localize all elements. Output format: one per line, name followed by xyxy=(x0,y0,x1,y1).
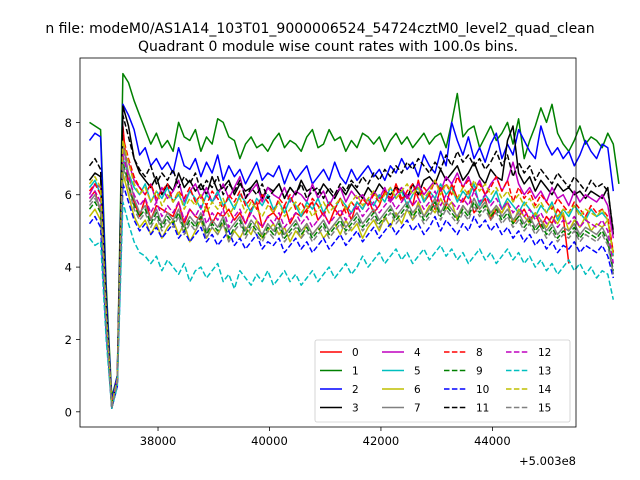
legend-box xyxy=(314,339,571,423)
series-line-15 xyxy=(88,165,615,409)
legend-label: 13 xyxy=(538,366,551,378)
chart-title: Quadrant 0 module wise count rates with … xyxy=(138,39,518,55)
series-line-1 xyxy=(89,72,620,399)
y-tick-label: 6 xyxy=(65,188,72,202)
legend-label: 11 xyxy=(476,403,489,415)
legend-label: 3 xyxy=(352,403,359,415)
y-tick-label: 0 xyxy=(65,405,72,419)
series-line-10 xyxy=(88,183,615,409)
series-line-11 xyxy=(88,114,615,406)
legend-label: 5 xyxy=(414,366,421,378)
legend-label: 4 xyxy=(414,347,421,359)
figure-suptitle: n file: modeM0/AS1A14_103T01_9000006524_… xyxy=(45,21,594,37)
legend-label: 14 xyxy=(538,384,552,396)
y-tick-label: 2 xyxy=(65,333,72,347)
legend-label: 2 xyxy=(352,384,359,396)
series-line-7 xyxy=(88,143,615,409)
x-tick-label: 38000 xyxy=(140,434,177,448)
legend-label: 1 xyxy=(352,366,359,378)
legend-label: 12 xyxy=(538,347,551,359)
legend-label: 7 xyxy=(414,403,421,415)
legend-label: 10 xyxy=(476,384,489,396)
plot-frame xyxy=(79,57,577,428)
series-line-14 xyxy=(88,139,615,406)
x-axis: 38000 40000 42000 44000 xyxy=(140,427,511,448)
series-line-12 xyxy=(88,154,615,406)
series-line-2 xyxy=(88,103,615,402)
y-tick-label: 8 xyxy=(65,116,72,130)
y-tick-label: 4 xyxy=(65,261,72,275)
legend-label: 9 xyxy=(476,366,483,378)
x-offset-label: +5.003e8 xyxy=(519,454,576,468)
legend-label: 0 xyxy=(352,347,359,359)
x-tick-label: 42000 xyxy=(363,434,400,448)
series-line-6 xyxy=(88,172,615,409)
legend-label: 6 xyxy=(414,384,421,396)
series-layer xyxy=(88,72,620,409)
legend-label: 15 xyxy=(538,403,551,415)
x-tick-label: 44000 xyxy=(474,434,511,448)
x-tick-label: 40000 xyxy=(251,434,288,448)
series-line-9 xyxy=(88,161,615,409)
y-axis: 0 2 4 6 8 xyxy=(65,116,80,419)
series-line-13 xyxy=(88,201,615,409)
legend-label: 8 xyxy=(476,347,483,359)
